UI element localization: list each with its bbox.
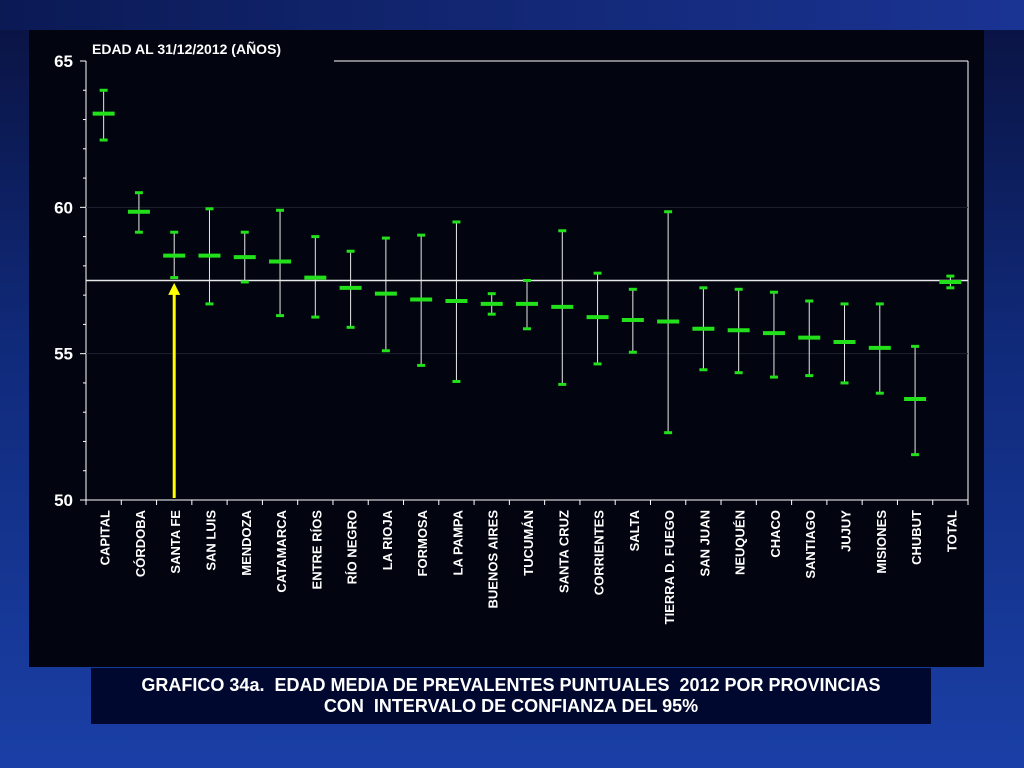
chart-title: EDAD AL 31/12/2012 (AÑOS) <box>92 40 281 57</box>
error-bar <box>586 271 609 366</box>
chart-labels: 50 55 60 65 CAPITAL CÓRDOBA SANTA FE SAN LUIS ME… <box>54 52 959 624</box>
x-tick-label: SANTA FE <box>168 510 183 574</box>
x-tick-label: SALTA <box>627 509 642 551</box>
caption-line-2: CON INTERVALO DE CONFIANZA DEL 95% <box>323 696 699 716</box>
error-bar <box>516 279 538 331</box>
x-tick-label: SANTIAGO <box>803 510 818 579</box>
error-bar <box>551 229 574 386</box>
error-bar <box>762 290 785 379</box>
figure-caption: GRAFICO 34a. EDAD MEDIA DE PREVALENTES P… <box>91 668 931 724</box>
error-bar <box>657 210 680 435</box>
error-bar <box>727 287 750 375</box>
error-bar <box>127 191 150 234</box>
x-tick-label: CHUBUT <box>909 510 924 565</box>
error-bar <box>269 208 292 318</box>
x-tick-label: MISIONES <box>874 510 889 574</box>
x-tick-label: CHACO <box>768 510 783 558</box>
error-bar <box>233 230 256 284</box>
error-bar <box>339 249 362 329</box>
error-bar <box>904 344 927 457</box>
chart-panel: 50 55 60 65 CAPITAL CÓRDOBA SANTA FE SAN LUIS ME… <box>29 30 984 667</box>
error-bar <box>939 274 962 290</box>
x-tick-label: TOTAL <box>944 510 959 552</box>
error-bar <box>798 299 821 378</box>
error-bar <box>198 207 221 306</box>
error-bar <box>621 287 644 354</box>
y-tick-label: 60 <box>54 198 73 217</box>
y-tick-label: 50 <box>54 491 73 510</box>
x-tick-label: CÓRDOBA <box>133 509 148 577</box>
x-tick-label: SANTA CRUZ <box>556 510 571 593</box>
x-tick-label: LA RIOJA <box>380 509 395 570</box>
x-tick-label: BUENOS AIRES <box>486 510 501 609</box>
santa-fe-arrow <box>168 282 181 498</box>
x-tick-label: JUJUY <box>839 510 854 552</box>
top-band <box>0 0 1024 30</box>
error-bar <box>374 236 397 353</box>
y-tick-label: 55 <box>54 345 73 364</box>
x-tick-label: FORMOSA <box>415 509 430 576</box>
x-tick-label: CAPITAL <box>98 510 113 565</box>
x-tick-label: LA PAMPA <box>450 509 465 575</box>
error-bar <box>410 233 433 367</box>
x-tick-label: TUCUMÁN <box>521 510 536 576</box>
error-bar <box>304 235 327 319</box>
x-tick-label: RÍO NEGRO <box>345 510 360 584</box>
x-tick-label: MENDOZA <box>239 509 254 575</box>
x-tick-label: TIERRA D. FUEGO <box>662 510 677 624</box>
error-bar-chart: 50 55 60 65 CAPITAL CÓRDOBA SANTA FE SAN LUIS ME… <box>54 40 969 624</box>
y-tick-label: 65 <box>54 52 73 71</box>
error-bar <box>480 292 503 316</box>
error-bar <box>163 230 186 280</box>
error-bar <box>833 302 856 385</box>
error-bar <box>692 286 715 372</box>
x-tick-label: SAN LUIS <box>203 510 218 571</box>
chart-axes <box>80 60 969 505</box>
error-bar <box>868 302 891 395</box>
x-tick-label: SAN JUAN <box>697 510 712 576</box>
x-tick-label: ENTRE RÍOS <box>309 510 324 590</box>
chart-marks <box>86 88 968 498</box>
x-tick-label: NEUQUÉN <box>733 510 748 575</box>
arrow-head <box>168 282 181 295</box>
x-tick-label: CATAMARCA <box>274 509 289 592</box>
caption-line-1: GRAFICO 34a. EDAD MEDIA DE PREVALENTES P… <box>141 675 881 695</box>
x-tick-label: CORRIENTES <box>592 510 607 596</box>
error-bar <box>445 220 468 383</box>
error-bar <box>92 88 115 142</box>
